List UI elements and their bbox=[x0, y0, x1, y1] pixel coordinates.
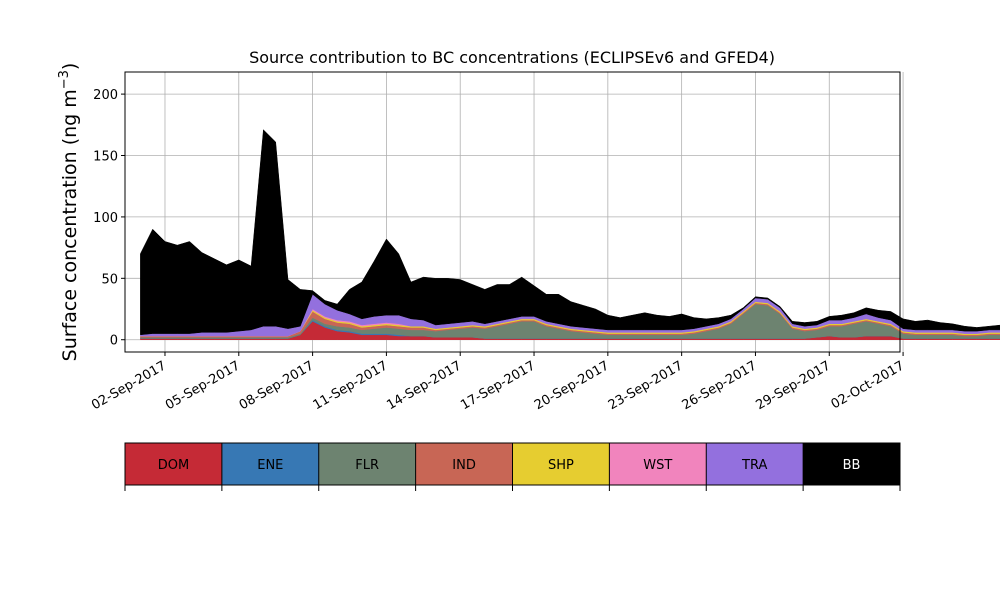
y-tick-label: 100 bbox=[93, 211, 118, 226]
legend-label: SHP bbox=[548, 458, 574, 473]
legend-label: IND bbox=[452, 458, 476, 473]
stacked-areas bbox=[140, 129, 1000, 340]
legend-swatch-ind bbox=[415, 443, 513, 485]
legend-label: TRA bbox=[741, 458, 767, 473]
chart-title: Source contribution to BC concentrations… bbox=[249, 48, 775, 67]
y-axis-label: Surface concentration (ng m−3) bbox=[57, 63, 81, 362]
legend-swatch-wst bbox=[609, 443, 707, 485]
legend-label: FLR bbox=[355, 458, 379, 473]
legend-swatch-dom bbox=[125, 443, 222, 485]
y-axis-ticks: 0 50 100 150 200 bbox=[93, 88, 125, 349]
legend-swatch-tra bbox=[706, 443, 804, 485]
legend-label: WST bbox=[643, 458, 672, 473]
y-tick-label: 150 bbox=[93, 150, 118, 165]
y-tick-label: 0 bbox=[110, 334, 118, 349]
axes-frame bbox=[124, 71, 901, 353]
area-bb bbox=[140, 129, 1000, 336]
legend-label: DOM bbox=[158, 458, 189, 473]
y-tick-label: 50 bbox=[101, 272, 118, 287]
legend-label: ENE bbox=[257, 458, 283, 473]
legend-label: BB bbox=[843, 458, 861, 473]
legend-frame bbox=[124, 442, 901, 486]
legend-swatch-shp bbox=[512, 443, 610, 485]
legend: DOM ENE FLR IND SHP WST TRA BB bbox=[124, 442, 901, 491]
legend-swatch-flr bbox=[318, 443, 416, 485]
legend-swatch-ene bbox=[221, 443, 319, 485]
legend-swatch-bb bbox=[803, 443, 900, 485]
y-tick-label: 200 bbox=[93, 88, 118, 103]
